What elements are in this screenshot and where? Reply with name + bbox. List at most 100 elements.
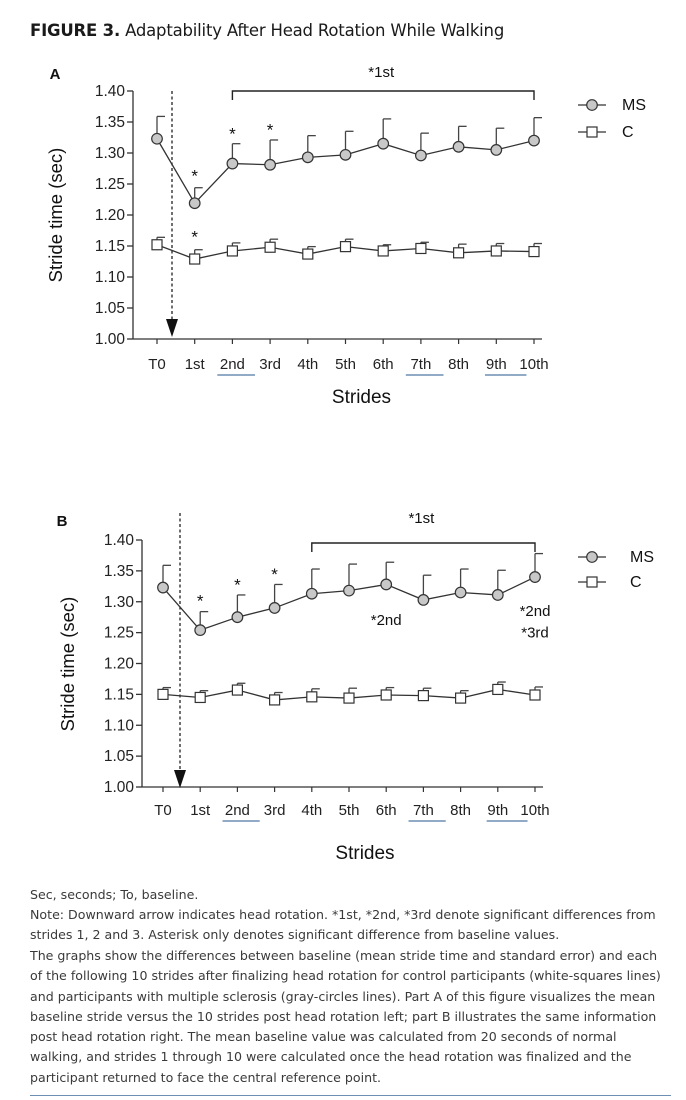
ms-point	[377, 137, 390, 150]
ms-point	[188, 197, 201, 210]
ms-point	[157, 581, 169, 594]
legend-ms-marker	[586, 551, 598, 563]
ms-point	[417, 593, 430, 606]
c-point	[415, 242, 427, 255]
x-tick-label: 6th	[373, 356, 394, 373]
x-tick-label: 7th	[410, 356, 431, 373]
y-tick-label: 1.15	[104, 686, 134, 703]
x-tick-label: 5th	[335, 356, 356, 373]
x-tick-label: T0	[154, 802, 172, 819]
significance-bracket	[231, 90, 535, 100]
caption-note: Note: Downward arrow indicates head rota…	[30, 907, 656, 943]
y-tick-label: 1.20	[95, 207, 126, 224]
x-tick-label: 5th	[339, 802, 360, 819]
legend-c-label: C	[630, 574, 642, 591]
x-axis-title: Strides	[335, 843, 394, 864]
significance-annotation: *	[229, 124, 236, 143]
c-point	[157, 688, 169, 700]
bracket-label: *1st	[408, 510, 435, 527]
caption-description: The graphs show the differences between …	[30, 948, 661, 1085]
ms-point	[301, 151, 314, 164]
significance-annotation: *2nd	[520, 603, 551, 620]
chart-panel-b: B 1.00 1.05 1.10 1.15 1.20 1.25 1.30 1.35 1.40 T0 1…	[57, 510, 654, 864]
figure-title: FIGURE 3. Adaptability After Head Rotati…	[30, 21, 504, 40]
c-point	[453, 247, 465, 259]
legend-ms-label: MS	[630, 549, 654, 566]
ms-point	[305, 587, 318, 600]
y-tick-label: 1.35	[95, 114, 125, 131]
c-point	[529, 689, 541, 701]
caption-abbreviations: Sec, seconds; To, baseline.	[30, 887, 199, 902]
x-tick-label: 1st	[190, 802, 211, 819]
c-point	[490, 245, 502, 257]
c-point	[194, 691, 206, 704]
ms-point	[231, 611, 244, 624]
y-axis-title: Stride time (sec)	[57, 597, 78, 732]
ms-point	[490, 143, 503, 156]
x-tick-label: 8th	[450, 802, 471, 819]
y-tick-label: 1.10	[104, 717, 135, 734]
x-tick-label: 4th	[297, 356, 318, 373]
ms-point	[268, 602, 281, 614]
ms-point	[380, 578, 393, 591]
head-rotation-arrow-head	[174, 770, 186, 788]
x-tick-label: 7th	[413, 802, 434, 819]
figure-title-text: Adaptability After Head Rotation While W…	[125, 21, 505, 40]
c-point	[306, 691, 318, 703]
figure-label: FIGURE 3.	[30, 21, 121, 40]
y-tick-label: 1.15	[95, 238, 125, 255]
c-point	[339, 241, 352, 253]
bottom-rule	[30, 1095, 671, 1096]
bracket-label: *1st	[368, 64, 395, 81]
c-point	[264, 241, 276, 253]
y-tick-label: 1.10	[95, 269, 126, 286]
c-point	[189, 253, 201, 265]
x-tick-label: 10th	[520, 802, 549, 819]
x-tick-label: 8th	[448, 356, 469, 373]
c-point	[151, 239, 163, 251]
x-tick-label: 3rd	[259, 356, 281, 373]
x-tick-label: 2nd	[225, 802, 250, 819]
ms-point	[343, 584, 355, 597]
y-axis-title: Stride time (sec)	[45, 148, 66, 283]
c-point	[343, 692, 355, 704]
legend-c-marker	[586, 126, 598, 138]
x-tick-label: 9th	[487, 802, 508, 819]
c-point	[269, 694, 281, 706]
ms-point	[415, 149, 427, 162]
c-point	[231, 684, 243, 696]
x-tick-label: 1st	[185, 356, 206, 373]
ms-point	[491, 589, 504, 601]
y-tick-label: 1.05	[104, 748, 134, 765]
x-tick-label: 4th	[301, 802, 322, 819]
ms-point	[529, 571, 541, 583]
ms-point	[452, 140, 465, 153]
c-point	[377, 245, 389, 257]
y-tick-label: 1.25	[95, 176, 125, 193]
x-tick-label: 3rd	[264, 802, 286, 819]
significance-annotation: *	[191, 167, 198, 186]
y-tick-label: 1.40	[104, 532, 135, 549]
ms-point	[151, 132, 163, 145]
c-point	[226, 245, 238, 257]
ms-point	[226, 157, 239, 170]
y-tick-label: 1.00	[104, 779, 135, 796]
x-axis-title: Strides	[332, 387, 391, 408]
y-tick-label: 1.35	[104, 563, 134, 580]
significance-annotation: *	[271, 565, 278, 584]
significance-annotation: *	[197, 592, 204, 611]
ms-point	[339, 148, 352, 161]
significance-annotation: *	[191, 227, 198, 246]
c-point	[528, 245, 540, 258]
y-tick-label: 1.25	[104, 625, 134, 642]
x-tick-label: 10th	[519, 356, 548, 373]
y-tick-label: 1.40	[95, 83, 126, 100]
x-tick-label: 9th	[486, 356, 507, 373]
c-point	[380, 689, 392, 701]
ms-point	[194, 624, 207, 637]
legend-ms-marker	[586, 99, 598, 111]
c-point	[492, 683, 504, 696]
significance-annotation: *	[234, 576, 241, 595]
y-tick-label: 1.30	[104, 594, 135, 611]
x-tick-label: 2nd	[220, 356, 245, 373]
